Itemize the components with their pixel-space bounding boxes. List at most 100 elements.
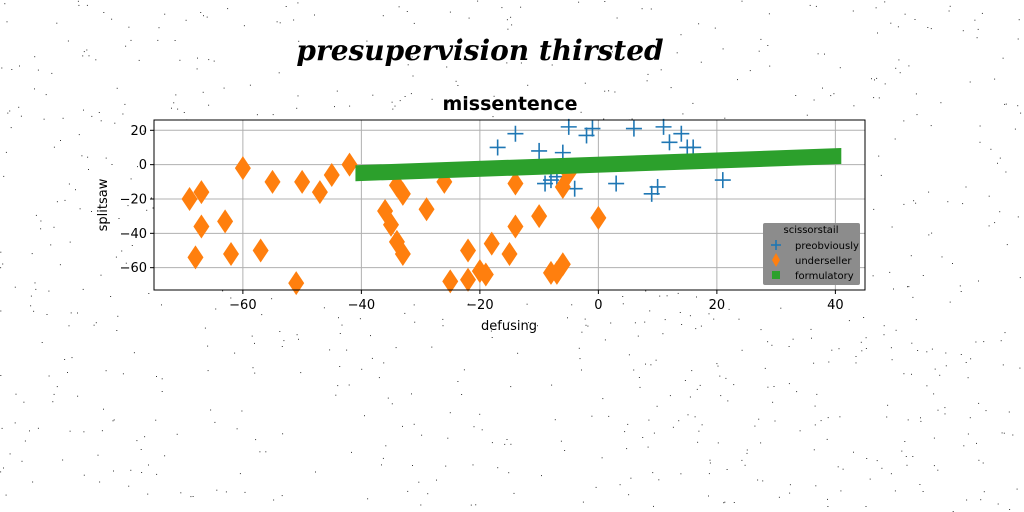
noise-dot — [662, 333, 664, 335]
noise-dot — [67, 40, 69, 42]
underseller-point — [501, 241, 518, 266]
noise-dot — [130, 178, 132, 180]
noise-dot — [560, 440, 562, 442]
noise-dot — [709, 459, 711, 461]
noise-dot — [399, 100, 401, 102]
noise-dot — [603, 118, 605, 120]
noise-dot — [161, 378, 163, 380]
noise-dot — [672, 426, 674, 428]
noise-dot — [177, 108, 179, 110]
noise-dot — [128, 26, 130, 28]
noise-dot — [890, 473, 892, 475]
noise-dot — [463, 369, 465, 371]
noise-dot — [413, 423, 415, 425]
noise-dot — [883, 334, 885, 336]
noise-dot — [1, 427, 3, 429]
noise-dot — [646, 80, 648, 82]
noise-dot — [639, 386, 641, 388]
noise-dot — [725, 377, 727, 379]
noise-dot — [46, 314, 48, 315]
noise-dot — [679, 312, 681, 313]
noise-dot — [351, 451, 352, 453]
noise-dot — [831, 302, 833, 304]
noise-dot — [83, 431, 85, 433]
noise-dot — [647, 73, 649, 75]
noise-dot — [1002, 57, 1004, 59]
noise-dot — [839, 416, 841, 418]
noise-dot — [35, 288, 37, 290]
noise-dot — [9, 110, 11, 112]
noise-dot — [383, 362, 385, 364]
noise-dot — [769, 65, 771, 67]
noise-dot — [880, 174, 882, 176]
noise-dot — [579, 358, 581, 360]
noise-dot — [687, 414, 689, 416]
noise-dot — [33, 310, 35, 312]
noise-dot — [236, 428, 238, 430]
legend-label: formulatory — [795, 271, 854, 282]
noise-dot — [190, 496, 192, 498]
noise-dot — [978, 280, 979, 282]
noise-dot — [130, 469, 132, 471]
noise-dot — [860, 341, 862, 343]
noise-dot — [737, 79, 738, 81]
noise-dot — [911, 373, 912, 375]
underseller-point — [460, 238, 477, 263]
noise-dot — [746, 449, 748, 451]
noise-dot — [9, 453, 11, 455]
noise-dot — [820, 420, 822, 422]
noise-dot — [105, 222, 107, 224]
noise-dot — [917, 350, 919, 351]
noise-dot — [0, 267, 2, 269]
noise-dot — [813, 449, 815, 451]
preobviously-point — [531, 142, 548, 159]
noise-dot — [980, 499, 982, 501]
noise-dot — [83, 109, 84, 111]
legend-label: underseller — [795, 256, 852, 267]
noise-dot — [952, 263, 953, 264]
noise-dot — [98, 112, 100, 113]
noise-dot — [336, 90, 338, 92]
noise-dot — [392, 108, 394, 110]
noise-dot — [175, 94, 177, 96]
noise-dot — [717, 365, 719, 367]
noise-dot — [513, 492, 515, 494]
noise-dot — [91, 115, 93, 117]
noise-dot — [983, 341, 985, 343]
underseller-point — [187, 245, 204, 270]
noise-dot — [31, 253, 33, 255]
noise-dot — [1006, 244, 1008, 246]
noise-dot — [6, 21, 8, 23]
noise-dot — [903, 203, 905, 205]
noise-dot — [595, 486, 597, 488]
noise-dot — [899, 72, 901, 74]
noise-dot — [624, 431, 626, 433]
noise-dot — [367, 498, 369, 500]
noise-dot — [395, 347, 397, 349]
noise-dot — [985, 410, 987, 412]
noise-dot — [714, 27, 716, 29]
noise-dot — [979, 141, 981, 143]
noise-dot — [141, 472, 143, 473]
noise-dot — [701, 424, 703, 426]
noise-dot — [611, 51, 613, 53]
noise-dot — [445, 465, 447, 467]
noise-dot — [506, 19, 508, 21]
noise-dot — [567, 317, 568, 319]
noise-dot — [1020, 112, 1022, 114]
noise-dot — [91, 211, 92, 212]
noise-dot — [473, 426, 475, 428]
noise-dot — [865, 348, 867, 349]
noise-dot — [893, 288, 894, 290]
noise-dot — [898, 59, 900, 61]
noise-dot — [493, 95, 495, 97]
noise-dot — [644, 321, 646, 323]
noise-dot — [680, 473, 682, 475]
noise-dot — [283, 340, 285, 342]
noise-dot — [604, 1, 606, 2]
noise-dot — [913, 200, 915, 202]
noise-dot — [922, 275, 924, 276]
noise-dot — [653, 505, 654, 507]
noise-dot — [78, 4, 80, 6]
underseller-point — [181, 186, 198, 211]
